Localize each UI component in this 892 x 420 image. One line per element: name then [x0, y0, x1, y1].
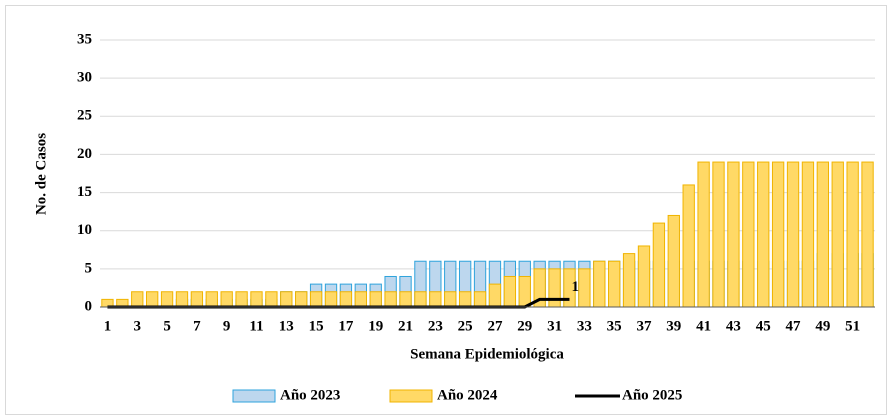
legend-label: Año 2024: [437, 387, 498, 403]
x-tick-label: 21: [398, 318, 413, 334]
bar: [205, 291, 218, 308]
bar: [786, 161, 800, 308]
x-tick-label: 51: [845, 318, 860, 334]
bar: [637, 245, 651, 308]
data-label: 1: [571, 279, 579, 295]
x-tick-label: 39: [666, 318, 681, 334]
bar: [816, 161, 830, 308]
bar: [503, 275, 517, 308]
y-tick-label: 30: [77, 70, 92, 86]
bar: [444, 291, 457, 308]
bar: [697, 161, 710, 308]
bar: [622, 253, 636, 308]
bar: [324, 291, 338, 308]
x-axis-label: Semana Epidemiológica: [410, 346, 564, 362]
bar: [399, 291, 412, 308]
x-tick-label: 9: [223, 318, 231, 334]
y-tick-label: 5: [85, 260, 93, 276]
bar: [548, 268, 561, 308]
bar: [354, 291, 367, 308]
bar: [429, 291, 442, 308]
legend-label: Año 2025: [622, 387, 682, 403]
bar: [608, 260, 621, 308]
bar: [667, 214, 680, 308]
bar: [682, 184, 695, 308]
bar: [265, 291, 278, 308]
bar: [250, 291, 263, 308]
x-tick-label: 45: [756, 318, 771, 334]
x-tick-label: 23: [428, 318, 443, 334]
bar: [190, 291, 204, 308]
x-tick-label: 33: [577, 318, 592, 334]
x-tick-label: 15: [309, 318, 324, 334]
bar: [831, 161, 844, 308]
bar: [861, 161, 874, 308]
y-tick-label: 20: [77, 146, 92, 162]
x-tick-label: 31: [547, 318, 562, 334]
x-tick-label: 17: [338, 318, 354, 334]
x-tick-label: 19: [368, 318, 383, 334]
x-tick-label: 7: [193, 318, 201, 334]
bar: [593, 260, 606, 308]
bar: [771, 161, 785, 308]
bar: [160, 291, 174, 308]
y-tick-label: 25: [77, 108, 92, 124]
bar: [518, 275, 531, 308]
bar: [146, 291, 159, 308]
bar: [488, 283, 502, 308]
bar: [414, 291, 427, 308]
bar: [295, 291, 308, 308]
bar: [712, 161, 725, 308]
x-tick-label: 27: [487, 318, 503, 334]
x-tick-label: 25: [458, 318, 473, 334]
bar: [578, 268, 591, 308]
legend-label: Año 2023: [280, 387, 340, 403]
bar: [727, 161, 740, 308]
bar: [339, 291, 353, 308]
bar: [175, 291, 189, 308]
bar: [652, 222, 666, 308]
bar: [473, 291, 487, 308]
bar: [309, 291, 323, 308]
y-tick-label: 10: [77, 222, 92, 238]
bar: [742, 161, 755, 308]
x-tick-label: 41: [696, 318, 711, 334]
x-tick-label: 49: [815, 318, 830, 334]
x-tick-label: 37: [636, 318, 652, 334]
chart-border: [5, 5, 887, 415]
bar: [369, 291, 382, 308]
bar: [458, 291, 472, 308]
x-tick-label: 13: [279, 318, 294, 334]
x-tick-label: 43: [726, 318, 741, 334]
x-tick-label: 47: [786, 318, 802, 334]
x-tick-label: 35: [607, 318, 622, 334]
y-tick-label: 35: [77, 31, 92, 47]
bar: [801, 161, 815, 308]
x-tick-label: 1: [104, 318, 112, 334]
y-tick-label: 0: [85, 298, 93, 314]
x-tick-label: 11: [249, 318, 263, 334]
x-tick-label: 29: [517, 318, 532, 334]
y-axis-label: No. de Casos: [33, 133, 49, 215]
bar: [131, 291, 144, 308]
bar: [280, 291, 293, 308]
x-tick-label: 3: [134, 318, 142, 334]
legend-swatch: [232, 389, 276, 403]
x-tick-label: 5: [163, 318, 171, 334]
legend-swatch: [389, 389, 433, 403]
y-tick-label: 15: [77, 184, 92, 200]
bar: [235, 291, 248, 308]
bar: [846, 161, 859, 308]
bar: [757, 161, 770, 308]
bar: [220, 291, 233, 308]
bar: [384, 291, 397, 308]
